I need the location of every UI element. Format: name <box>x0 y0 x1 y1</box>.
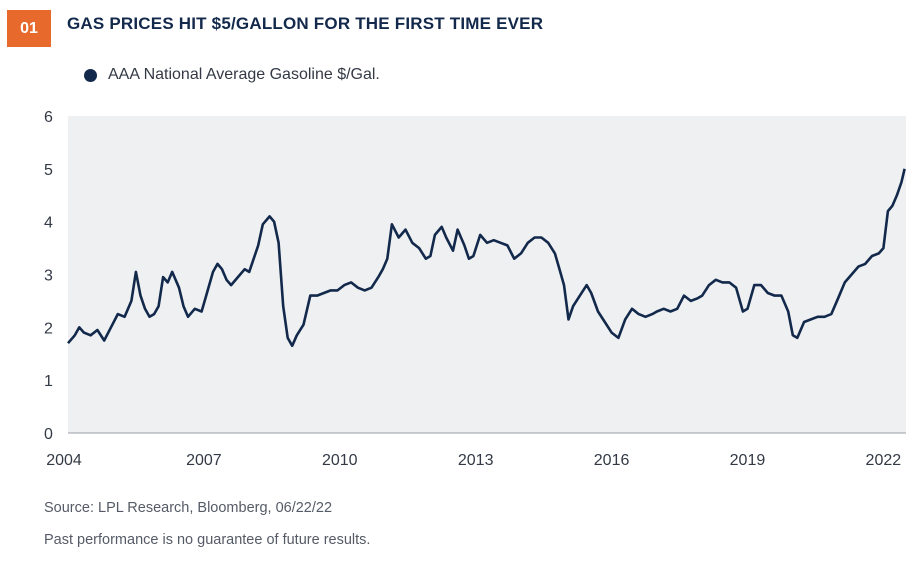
y-tick-label: 2 <box>44 320 53 337</box>
x-tick-label: 2007 <box>186 452 222 469</box>
y-tick-label: 4 <box>44 215 53 232</box>
y-tick-label: 3 <box>44 268 53 285</box>
legend-marker-icon <box>84 68 97 82</box>
y-axis: 0 1 2 3 4 5 6 <box>44 109 53 443</box>
y-tick-label: 1 <box>44 373 53 390</box>
x-tick-label: 2019 <box>730 452 766 469</box>
y-tick-label: 0 <box>44 426 53 443</box>
legend-label: AAA National Average Gasoline $/Gal. <box>108 66 380 83</box>
x-tick-label: 2010 <box>322 452 358 469</box>
disclaimer-note: Past performance is no guarantee of futu… <box>44 532 371 548</box>
series-line-gasoline <box>67 168 906 348</box>
x-tick-label: 2022 <box>866 452 902 469</box>
figure-number-badge: 01 <box>7 10 51 47</box>
x-axis: 2004 2007 2010 2013 2016 2019 2022 <box>46 452 901 469</box>
x-tick-label: 2016 <box>594 452 630 469</box>
source-note: Source: LPL Research, Bloomberg, 06/22/2… <box>44 500 333 516</box>
x-tick-label: 2004 <box>46 452 82 469</box>
x-tick-label: 2013 <box>458 452 494 469</box>
chart-title: GAS PRICES HIT $5/GALLON FOR THE FIRST T… <box>67 14 544 33</box>
y-tick-label: 5 <box>44 162 53 179</box>
plot-area <box>68 116 906 433</box>
chart-legend: AAA National Average Gasoline $/Gal. <box>84 66 380 84</box>
y-tick-label: 6 <box>44 109 53 126</box>
